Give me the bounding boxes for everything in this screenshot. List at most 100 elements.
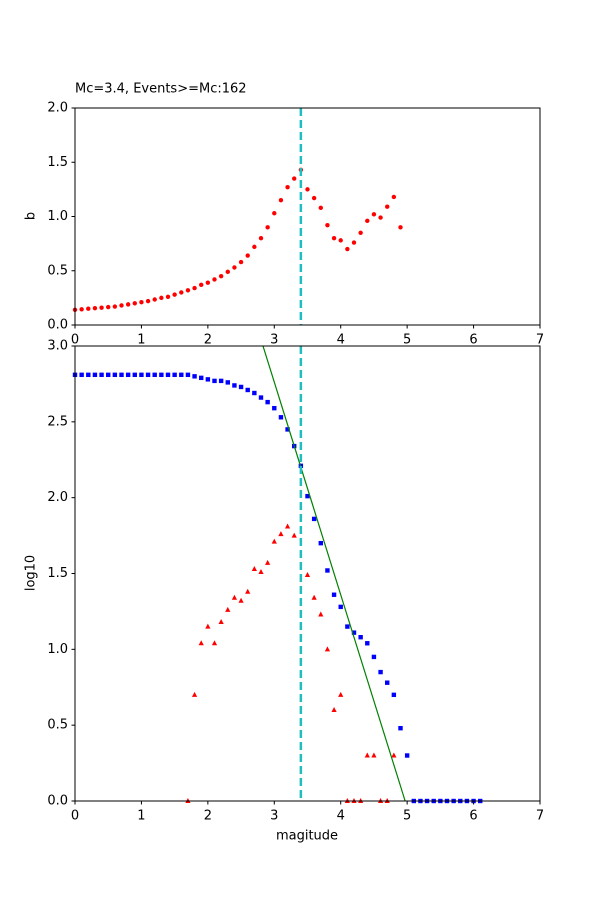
point <box>272 405 277 411</box>
point <box>325 568 330 573</box>
point <box>311 195 317 201</box>
point <box>106 372 111 378</box>
point <box>225 380 230 385</box>
point <box>265 225 270 230</box>
point <box>139 300 144 305</box>
point <box>145 298 151 304</box>
x-tick-label: 5 <box>403 809 411 824</box>
y-tick-label: 1.5 <box>47 566 68 581</box>
point <box>231 594 238 600</box>
x-tick-label: 7 <box>536 333 544 348</box>
x-tick-label: 3 <box>270 809 278 824</box>
point <box>318 205 323 211</box>
point <box>398 225 403 230</box>
point <box>404 753 410 758</box>
point <box>265 559 271 565</box>
point <box>371 212 377 217</box>
point <box>232 383 237 388</box>
chart-title: Mc=3.4, Events>=Mc:162 <box>75 82 247 97</box>
point <box>272 211 277 216</box>
point <box>391 194 397 200</box>
point <box>165 294 171 299</box>
point <box>285 185 290 190</box>
point <box>218 378 224 384</box>
point <box>119 303 124 308</box>
point <box>132 301 137 306</box>
point <box>378 215 383 220</box>
point <box>284 523 291 529</box>
point <box>79 307 84 312</box>
x-tick-label: 5 <box>403 333 411 348</box>
point <box>324 646 331 652</box>
point <box>192 285 197 291</box>
point <box>99 372 104 378</box>
point <box>238 597 244 603</box>
point <box>159 295 164 301</box>
point <box>86 306 91 311</box>
y-tick-label: 0.5 <box>47 263 68 278</box>
x-axis-label: magitude <box>276 829 338 844</box>
point <box>364 752 370 758</box>
point <box>185 288 191 293</box>
point <box>285 427 290 432</box>
point <box>218 273 224 279</box>
point <box>112 304 118 309</box>
x-tick-label: 0 <box>71 333 79 348</box>
point <box>338 604 343 610</box>
y-tick-label: 2.0 <box>47 101 68 116</box>
x-tick-label: 1 <box>137 333 145 348</box>
point <box>292 176 297 181</box>
point <box>258 568 264 574</box>
point <box>385 680 390 685</box>
point <box>258 236 264 241</box>
point <box>345 246 350 252</box>
point <box>172 372 177 378</box>
point <box>191 691 198 697</box>
point <box>165 372 171 378</box>
point <box>212 277 217 282</box>
x-tick-label: 6 <box>469 333 477 348</box>
point <box>271 538 277 544</box>
y-tick-label: 2.5 <box>47 414 68 429</box>
point <box>125 302 131 307</box>
point <box>338 238 343 243</box>
point <box>318 540 323 546</box>
y-axis-label: log10 <box>24 555 39 591</box>
point <box>258 395 264 400</box>
y-tick-label: 2.0 <box>47 490 68 505</box>
x-tick-label: 6 <box>469 809 477 824</box>
point <box>311 594 317 600</box>
point <box>358 635 363 640</box>
point <box>358 230 363 235</box>
point <box>245 253 250 258</box>
point <box>252 390 257 396</box>
point <box>198 640 204 646</box>
point <box>205 280 211 285</box>
y-tick-label: 0.0 <box>47 794 68 809</box>
point <box>378 669 383 675</box>
y-tick-label: 0.0 <box>47 318 68 333</box>
point <box>365 218 370 224</box>
point <box>391 692 397 698</box>
point <box>278 531 284 537</box>
x-tick-label: 2 <box>204 809 212 824</box>
point <box>112 372 118 378</box>
y-tick-label: 0.5 <box>47 718 68 733</box>
point <box>205 377 211 382</box>
point <box>152 297 157 302</box>
point <box>172 292 177 297</box>
point <box>119 372 124 378</box>
point <box>145 372 151 378</box>
point <box>245 387 250 393</box>
point <box>318 611 324 617</box>
point <box>331 707 337 712</box>
point <box>278 198 284 203</box>
point <box>99 305 104 310</box>
point <box>139 372 144 378</box>
point <box>331 236 337 241</box>
point <box>225 606 231 612</box>
point <box>338 691 344 697</box>
point <box>304 572 311 578</box>
y-tick-label: 1.0 <box>47 642 68 657</box>
point <box>391 752 397 758</box>
